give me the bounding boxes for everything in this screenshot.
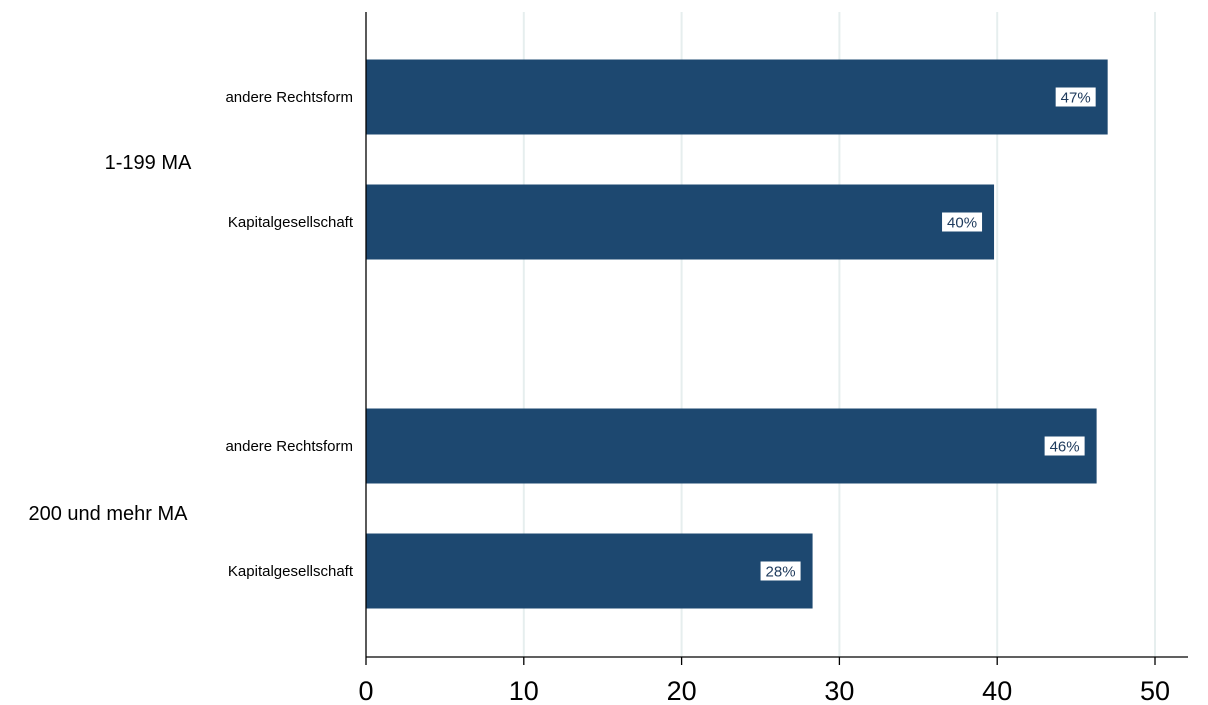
bar-category-label: Kapitalgesellschaft — [228, 214, 354, 231]
data-label-box — [760, 561, 801, 581]
data-label: 28% — [766, 564, 796, 581]
data-label-box — [1044, 436, 1085, 456]
bars: 47% 40% 46% 28% — [366, 59, 1108, 609]
data-label: 46% — [1050, 439, 1080, 456]
x-tick-label: 10 — [509, 676, 539, 705]
axes — [365, 12, 1188, 658]
bar-category-label: andere Rechtsform — [225, 89, 353, 106]
group-label: 1-199 MA — [105, 152, 192, 174]
x-tick-label: 40 — [982, 676, 1012, 705]
x-tick-label: 50 — [1140, 676, 1170, 705]
x-tick-label: 0 — [358, 676, 373, 705]
bar-category-label: andere Rechtsform — [225, 438, 353, 455]
bar-category-label: Kapitalgesellschaft — [228, 563, 354, 580]
x-tick-label: 20 — [667, 676, 697, 705]
data-label: 47% — [1061, 90, 1091, 107]
data-label: 40% — [947, 215, 977, 232]
x-tick-label: 30 — [824, 676, 854, 705]
bar — [366, 408, 1097, 484]
group-label: 200 und mehr MA — [29, 503, 189, 525]
bar — [366, 59, 1108, 135]
x-axis-ticks: 0 10 20 30 40 50 — [358, 657, 1170, 705]
bar — [366, 533, 813, 609]
data-label-box — [1055, 87, 1096, 107]
data-label-box — [942, 212, 983, 232]
category-labels: 1-199 MA andere Rechtsform Kapitalgesellsc… — [29, 89, 354, 580]
bar — [366, 184, 995, 260]
